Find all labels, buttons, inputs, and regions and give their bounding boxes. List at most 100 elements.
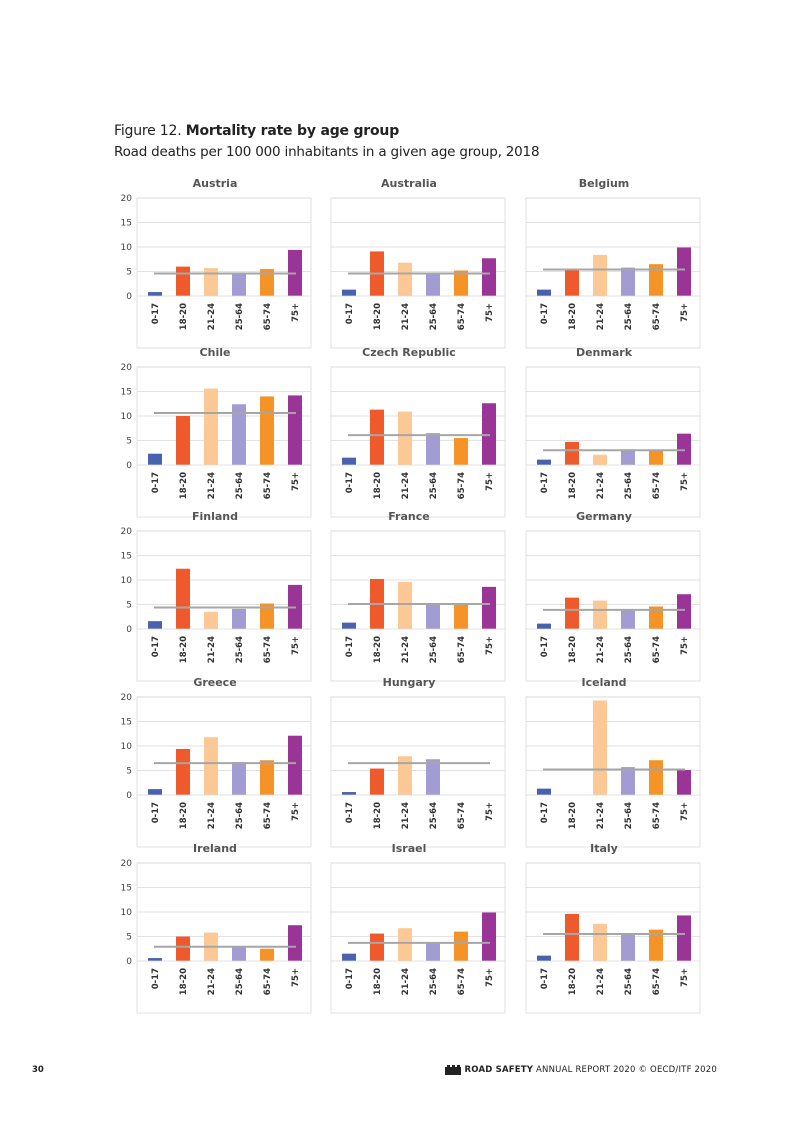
x-tick-label: 65-74 (457, 636, 467, 663)
bar-0-17 (342, 622, 356, 629)
bar-25-64 (232, 946, 246, 961)
panel-title: Iceland (582, 676, 627, 689)
x-tick-label: 65-74 (457, 303, 467, 330)
panel-czech-republic: Czech Republic 0-17 18-20 21-24 25-64 65-74 75… (330, 346, 506, 518)
bar-25-64 (621, 934, 635, 961)
figure-number: Figure 12. (114, 123, 182, 139)
panel-chile: Chile 0 5 10 15 20 0-17 18-20 21-24 25-64 65-74 75+ (121, 346, 312, 518)
x-tick-label: 18-20 (568, 968, 578, 995)
bar-21-24 (398, 262, 412, 296)
y-tick-label: 5 (126, 767, 132, 777)
x-tick-label: 25-64 (235, 636, 245, 663)
x-tick-label: 18-20 (179, 472, 189, 499)
panel-frame (330, 696, 506, 848)
x-tick-label: 25-64 (624, 303, 634, 330)
x-tick-label: 18-20 (568, 636, 578, 663)
x-tick-label: 0-17 (540, 968, 550, 989)
x-tick-label: 18-20 (373, 303, 383, 330)
bar-75+ (482, 586, 496, 629)
x-tick-label: 0-17 (540, 472, 550, 493)
y-tick-label: 15 (121, 884, 132, 894)
panel-frame (525, 366, 701, 518)
x-tick-label: 65-74 (652, 472, 662, 499)
bar-25-64 (232, 608, 246, 629)
panel-frame (525, 696, 701, 848)
y-tick-label: 0 (126, 292, 132, 302)
x-tick-label: 75+ (680, 636, 690, 655)
x-tick-label: 25-64 (429, 802, 439, 829)
bar-0-17 (537, 289, 551, 296)
bar-21-24 (398, 581, 412, 629)
x-tick-label: 75+ (680, 802, 690, 821)
x-tick-label: 21-24 (401, 303, 411, 330)
x-tick-label: 25-64 (624, 636, 634, 663)
bar-0-17 (342, 792, 356, 795)
bar-18-20 (370, 768, 384, 795)
x-tick-label: 18-20 (568, 472, 578, 499)
x-tick-label: 65-74 (652, 636, 662, 663)
figure-main-title: Mortality rate by age group (185, 123, 400, 139)
x-tick-label: 65-74 (457, 802, 467, 829)
panel-israel: Israel 0-17 18-20 21-24 25-64 65-74 75+ (330, 842, 506, 1014)
x-tick-label: 25-64 (235, 472, 245, 499)
x-tick-label: 0-17 (345, 636, 355, 657)
bar-65-74 (649, 760, 663, 795)
bar-65-74 (454, 604, 468, 629)
bar-0-17 (148, 453, 162, 465)
panel-frame (330, 530, 506, 682)
x-tick-label: 21-24 (207, 303, 217, 330)
y-tick-label: 0 (126, 461, 132, 471)
x-tick-label: 65-74 (263, 472, 273, 499)
panel-australia: Australia 0-17 18-20 21-24 25-64 65-74 75+ (330, 177, 506, 349)
bar-75+ (482, 258, 496, 296)
bar-65-74 (260, 760, 274, 795)
x-tick-label: 25-64 (429, 303, 439, 330)
panel-title: Austria (193, 177, 238, 190)
x-tick-label: 75+ (291, 636, 301, 655)
x-tick-label: 0-17 (540, 636, 550, 657)
x-tick-label: 25-64 (235, 968, 245, 995)
panel-austria: Austria 0 5 10 15 20 0-17 18-20 21-24 25-64 65-74 7… (121, 177, 312, 349)
bar-0-17 (537, 955, 551, 961)
x-tick-label: 21-24 (207, 636, 217, 663)
y-tick-label: 5 (126, 933, 132, 943)
x-tick-label: 21-24 (207, 802, 217, 829)
bar-0-17 (342, 953, 356, 961)
y-tick-label: 0 (126, 625, 132, 635)
panel-iceland: Iceland 0-17 18-20 21-24 25-64 65-74 75+ (525, 676, 701, 848)
bar-65-74 (649, 606, 663, 629)
bar-65-74 (260, 269, 274, 296)
x-tick-label: 75+ (680, 968, 690, 987)
bar-25-64 (232, 762, 246, 795)
x-tick-label: 65-74 (263, 968, 273, 995)
bar-0-17 (148, 292, 162, 296)
bar-18-20 (565, 441, 579, 465)
bar-65-74 (454, 931, 468, 961)
panel-frame (525, 862, 701, 1014)
bar-25-64 (621, 267, 635, 296)
bar-25-64 (232, 404, 246, 465)
figure-subtitle: Road deaths per 100 000 inhabitants in a… (114, 144, 540, 160)
x-tick-label: 0-17 (151, 303, 161, 324)
bar-21-24 (593, 923, 607, 961)
x-tick-label: 25-64 (235, 802, 245, 829)
panel-title: Finland (192, 510, 238, 523)
x-tick-label: 75+ (291, 303, 301, 322)
bar-21-24 (204, 268, 218, 296)
panel-greece: Greece 0 5 10 15 20 0-17 18-20 21-24 25-64 65-74 75… (121, 676, 312, 848)
x-tick-label: 18-20 (568, 802, 578, 829)
x-tick-label: 18-20 (179, 303, 189, 330)
bar-18-20 (176, 416, 190, 465)
report-series: ROAD SAFETY (464, 1065, 534, 1075)
panel-title: France (388, 510, 429, 523)
y-tick-label: 20 (121, 527, 133, 537)
x-tick-label: 18-20 (373, 802, 383, 829)
x-tick-label: 0-17 (540, 303, 550, 324)
x-tick-label: 65-74 (263, 802, 273, 829)
x-tick-label: 0-17 (345, 968, 355, 989)
x-tick-label: 75+ (680, 472, 690, 491)
y-tick-label: 20 (121, 363, 133, 373)
x-tick-label: 0-17 (151, 968, 161, 989)
bar-75+ (288, 395, 302, 465)
x-tick-label: 75+ (485, 472, 495, 491)
